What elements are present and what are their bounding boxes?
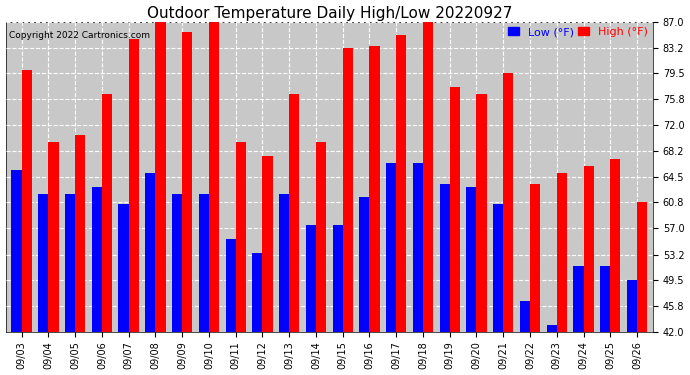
Bar — [48, 142, 59, 332]
Bar — [386, 163, 396, 332]
Bar — [236, 142, 246, 332]
Bar — [12, 170, 21, 332]
Bar — [199, 194, 209, 332]
Bar — [369, 46, 380, 332]
Bar — [65, 194, 75, 332]
Bar — [279, 194, 289, 332]
Bar — [546, 325, 557, 332]
Title: Outdoor Temperature Daily High/Low 20220927: Outdoor Temperature Daily High/Low 20220… — [147, 6, 512, 21]
Bar — [128, 39, 139, 332]
Bar — [172, 194, 182, 332]
Bar — [477, 94, 486, 332]
Legend: Low (°F), High (°F): Low (°F), High (°F) — [506, 25, 650, 39]
Bar — [600, 266, 610, 332]
Bar — [396, 36, 406, 332]
Bar — [75, 135, 86, 332]
Bar — [155, 18, 166, 332]
Bar — [557, 173, 567, 332]
Bar — [102, 94, 112, 332]
Bar — [21, 70, 32, 332]
Bar — [440, 184, 450, 332]
Bar — [226, 239, 236, 332]
Bar — [145, 173, 155, 332]
Bar — [262, 156, 273, 332]
Bar — [530, 184, 540, 332]
Bar — [413, 163, 423, 332]
Bar — [333, 225, 343, 332]
Bar — [119, 204, 128, 332]
Bar — [423, 22, 433, 332]
Bar — [627, 280, 637, 332]
Bar — [450, 87, 460, 332]
Text: Copyright 2022 Cartronics.com: Copyright 2022 Cartronics.com — [9, 31, 150, 40]
Bar — [466, 187, 477, 332]
Bar — [343, 48, 353, 332]
Bar — [316, 142, 326, 332]
Bar — [637, 202, 647, 332]
Bar — [253, 252, 262, 332]
Bar — [38, 194, 48, 332]
Bar — [92, 187, 102, 332]
Bar — [306, 225, 316, 332]
Bar — [520, 301, 530, 332]
Bar — [503, 74, 513, 332]
Bar — [610, 159, 620, 332]
Bar — [493, 204, 503, 332]
Bar — [584, 166, 593, 332]
Bar — [209, 22, 219, 332]
Bar — [182, 32, 193, 332]
Bar — [573, 266, 584, 332]
Bar — [289, 94, 299, 332]
Bar — [359, 197, 369, 332]
